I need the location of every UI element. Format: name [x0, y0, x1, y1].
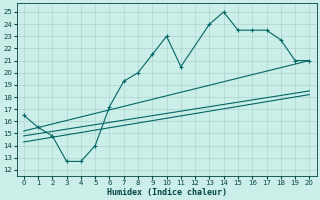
X-axis label: Humidex (Indice chaleur): Humidex (Indice chaleur)	[107, 188, 227, 197]
